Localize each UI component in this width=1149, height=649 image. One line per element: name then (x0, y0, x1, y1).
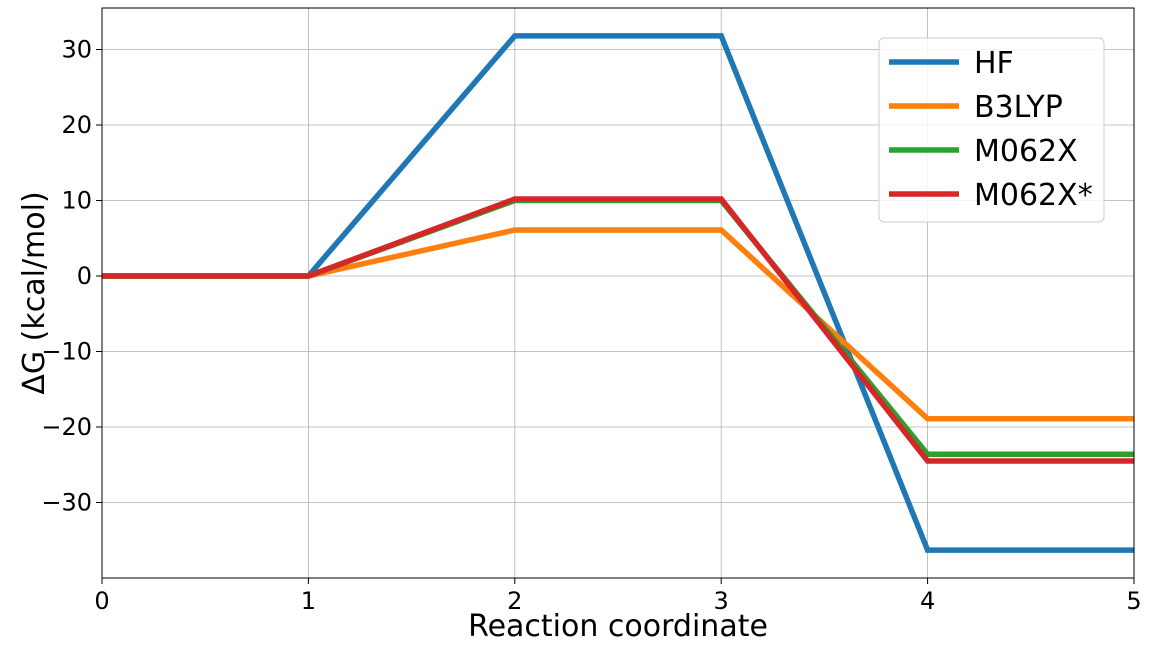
x-tick-label: 1 (301, 587, 316, 615)
y-tick-label: −30 (41, 489, 92, 517)
series-lines (102, 33, 1134, 553)
y-tick-label: 10 (61, 187, 92, 215)
legend-label: HF (974, 46, 1014, 81)
legend-label: M062X* (974, 178, 1093, 213)
y-tick-label: −10 (41, 338, 92, 366)
y-tick-label: 30 (61, 36, 92, 64)
x-axis-ticks: 0 1 2 3 4 5 (94, 578, 1142, 615)
y-axis-ticks: 30 20 10 0 −10 −20 −30 (41, 36, 102, 517)
series-line-m062x- (102, 196, 1134, 464)
series-line-b3lyp (102, 227, 1134, 422)
x-tick-label: 5 (1126, 587, 1141, 615)
legend-box (878, 37, 1105, 223)
x-tick-label: 2 (507, 587, 522, 615)
x-tick-label: 4 (920, 587, 935, 615)
x-tick-label: 0 (94, 587, 109, 615)
legend-label: M062X (974, 134, 1078, 169)
x-axis-label: Reaction coordinate (468, 609, 768, 644)
x-tick-label: 3 (714, 587, 729, 615)
plot-frame (101, 7, 1135, 579)
y-tick-label: −20 (41, 413, 92, 441)
y-axis-label: ΔG (kcal/mol) (17, 191, 52, 394)
y-tick-label: 0 (77, 262, 92, 290)
legend-label: B3LYP (974, 90, 1063, 125)
y-tick-label: 20 (61, 111, 92, 139)
legend: HF B3LYP M062X M062X* (878, 37, 1105, 223)
